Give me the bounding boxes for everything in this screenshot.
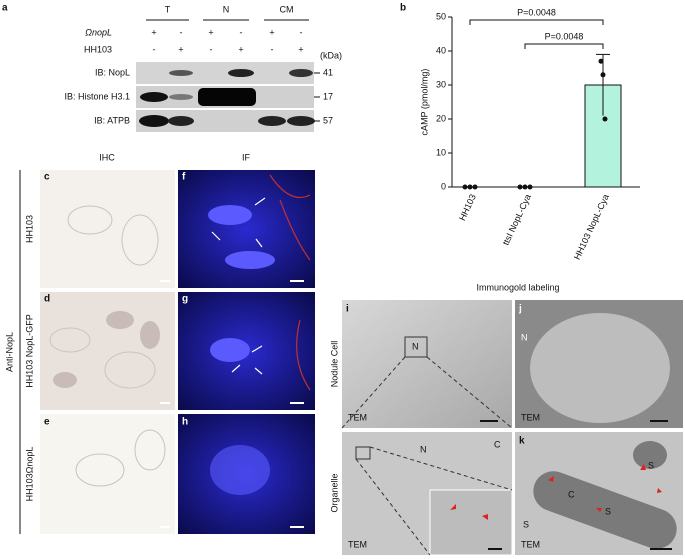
tem-label: S [605, 506, 611, 516]
panel-letter: g [182, 294, 188, 305]
tem-label: N [521, 332, 528, 342]
row-label: Nodule Cell [329, 341, 339, 388]
tem-label: N [412, 341, 419, 351]
data-point [602, 116, 608, 122]
panel-letter: d [44, 294, 50, 305]
tem-label: S [523, 519, 529, 529]
panel-letter: b [400, 3, 406, 14]
data-point [517, 184, 523, 190]
sign: + [269, 27, 274, 37]
y-tick-label: 10 [436, 147, 446, 157]
data-point [598, 58, 604, 64]
data-point [600, 72, 606, 78]
panel-letter: c [44, 172, 50, 183]
row-label: HH103 NopL-GFP [24, 314, 34, 388]
sign: + [208, 27, 213, 37]
row-label: Organelle [329, 473, 339, 512]
column-header: N [223, 4, 230, 14]
panel-letter: i [346, 304, 349, 315]
row-label: HH103 [24, 215, 34, 243]
panel-letter: k [519, 436, 525, 447]
annotation: P=0.0048 [545, 31, 584, 41]
sign: - [180, 27, 183, 37]
x-tick-label: ttsI NopL-Cya [501, 193, 533, 247]
row-label: HH103ΩnopL [24, 447, 34, 502]
tem-label: S [648, 460, 654, 470]
sign: - [153, 44, 156, 54]
tem-label: C [494, 439, 501, 449]
mw-label: 57 [323, 115, 333, 125]
sign: - [210, 44, 213, 54]
panel-letter: e [44, 417, 50, 428]
blot-label: IB: NopL [95, 67, 130, 77]
column-header: IF [242, 152, 251, 162]
tem-label: TEM [521, 412, 540, 422]
panel-letter: f [182, 172, 186, 183]
tem-label: C [568, 489, 575, 499]
group-label: Anti-NopL [4, 332, 14, 372]
mw-label: 17 [323, 91, 333, 101]
y-tick-label: 20 [436, 113, 446, 123]
column-header: T [165, 4, 171, 14]
tem-label: TEM [348, 539, 367, 549]
column-header: IHC [99, 152, 115, 162]
x-tick-label: HH103 NopL-Cya [572, 193, 611, 262]
data-point [472, 184, 478, 190]
y-axis-label: cAMP (pmol/mg) [419, 69, 429, 136]
panel-letter: h [182, 417, 188, 428]
y-tick-label: 30 [436, 79, 446, 89]
y-tick-label: 50 [436, 11, 446, 21]
tem-label: TEM [521, 539, 540, 549]
micrographs [40, 170, 683, 556]
annotation: P=0.0048 [517, 7, 556, 17]
panel-letter: a [2, 3, 8, 14]
y-tick-label: 0 [441, 181, 446, 191]
sign: - [240, 27, 243, 37]
mw-label: 41 [323, 67, 333, 77]
blots [136, 62, 315, 132]
x-tick-label: HH103 [457, 193, 478, 223]
tem-label: N [420, 444, 427, 454]
significance-bracket [524, 43, 604, 49]
column-header: CM [280, 4, 294, 14]
tem-label: TEM [348, 412, 367, 422]
row-label: HH103 [84, 44, 112, 54]
blot-label: IB: ATPB [94, 115, 130, 125]
sign: + [298, 44, 303, 54]
row-label: ΩnopL [85, 27, 112, 37]
section-title: Immunogold labeling [476, 282, 559, 292]
panel-letter: j [518, 304, 522, 315]
sign: + [178, 44, 183, 54]
data-point [527, 184, 533, 190]
data-point [467, 184, 473, 190]
sign: + [151, 27, 156, 37]
unit: (kDa) [320, 50, 342, 60]
data-point [462, 184, 468, 190]
significance-bracket [469, 19, 604, 25]
sign: + [238, 44, 243, 54]
sign: - [300, 27, 303, 37]
data-point [522, 184, 528, 190]
sign: - [271, 44, 274, 54]
blot-label: IB: Histone H3.1 [64, 91, 130, 101]
y-tick-label: 40 [436, 45, 446, 55]
